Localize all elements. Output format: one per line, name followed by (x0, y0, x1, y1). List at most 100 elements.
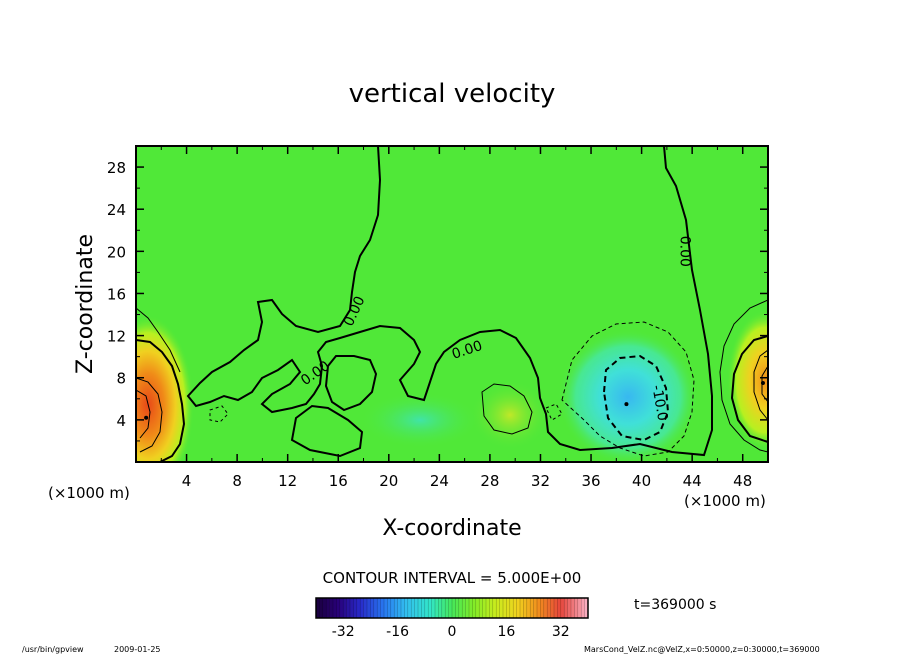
colorbar-ticks: -32 -16 0 16 32 (332, 624, 570, 640)
colorbar-segment (564, 598, 568, 618)
x-tick-label: 12 (278, 472, 297, 490)
colorbar-segment (537, 598, 541, 618)
colorbar-segment (513, 598, 517, 618)
x-tick-label: 40 (632, 472, 651, 490)
y-axis: 4 8 12 16 20 24 28 (107, 159, 768, 442)
colorbar-tick-label: -16 (386, 624, 409, 640)
negative-contour-small-b (545, 403, 563, 421)
colorbar-segment (506, 598, 511, 618)
negative-contour-minus-10 (602, 354, 670, 442)
colorbar-segment (581, 598, 585, 618)
colorbar-segment (346, 598, 351, 618)
colorbar-tick-label: 0 (448, 624, 457, 640)
colorbar-tick-label: 32 (552, 624, 570, 640)
colorbar-segment (547, 598, 551, 618)
x-unit-right: (×1000 m) (684, 492, 766, 510)
y-axis-label: Z-coordinate (73, 234, 98, 374)
colorbar-segment (441, 598, 446, 618)
colorbar-segment (435, 598, 439, 618)
x-tick-label: 20 (379, 472, 398, 490)
colorbar-segment (550, 598, 555, 618)
colorbar-segment (390, 598, 395, 618)
colorbar-segment (431, 598, 436, 618)
contour-label: 0.00 (677, 236, 693, 267)
x-axis-label: X-coordinate (382, 516, 521, 541)
colorbar-segment (455, 598, 460, 618)
positive-contour-right-1 (753, 349, 768, 421)
positive-contour-right-3 (719, 299, 768, 453)
colorbar-segment (414, 598, 419, 618)
chart-title: vertical velocity (349, 79, 556, 109)
colorbar-segment (356, 598, 361, 618)
extremum-marker (144, 415, 149, 420)
colorbar-segment (533, 598, 538, 618)
colorbar-segment (465, 598, 470, 618)
colorbar-segment (554, 598, 558, 618)
colorbar-segment (448, 598, 453, 618)
plot-area: 0.000.000.000.00-10.0 (136, 146, 768, 462)
field-blob-weak-min (360, 392, 480, 448)
colorbar-segment (499, 598, 504, 618)
program-path: /usr/bin/gpview (22, 645, 84, 654)
negative-contour-outer (561, 321, 695, 457)
colorbar-segment (336, 598, 341, 618)
colorbar-segment (428, 598, 432, 618)
colorbar-segment (394, 598, 398, 618)
x-unit-left: (×1000 m) (48, 484, 130, 502)
colorbar-segment (424, 598, 429, 618)
colorbar-segment (520, 598, 524, 618)
colorbar-segment (472, 598, 477, 618)
colorbar-segment (530, 598, 534, 618)
colorbar-segment (503, 598, 507, 618)
colorbar-segment (373, 598, 378, 618)
time-label: t=369000 s (634, 597, 716, 613)
colorbar-segment (384, 598, 388, 618)
colorbar-segment (329, 598, 334, 618)
colorbar-segment (418, 598, 422, 618)
colorbar-segment (326, 598, 330, 618)
x-tick-label: 36 (581, 472, 600, 490)
colorbar-segment (574, 598, 579, 618)
colorbar-segment (571, 598, 575, 618)
colorbar-segment (438, 598, 443, 618)
extremum-marker (624, 402, 629, 407)
positive-contours (136, 299, 768, 453)
colorbar-segment (319, 598, 324, 618)
colorbar-segment (492, 598, 497, 618)
zero-contour-loop-a (324, 355, 378, 412)
plot-frame (135, 145, 769, 463)
positive-contour-mid (481, 383, 533, 435)
y-tick-label: 28 (107, 159, 126, 177)
colorbar-segment (462, 598, 466, 618)
zero-contour-main (186, 146, 713, 457)
y-tick-label: 16 (107, 285, 126, 303)
x-tick-label: 28 (480, 472, 499, 490)
colorbar-segment (387, 598, 392, 618)
colorbar-segment (584, 598, 589, 618)
colorbar-segment (316, 598, 320, 618)
field-blob-right-max (727, 310, 768, 450)
x-tick-label: 48 (733, 472, 752, 490)
colorbar-segment (479, 598, 483, 618)
plot-date: 2009-01-25 (114, 645, 161, 654)
colorbar-segment (377, 598, 381, 618)
contour-label: -10.0 (648, 384, 670, 422)
x-axis: 4 8 12 16 20 24 28 32 36 40 44 48 (160, 146, 752, 490)
zero-contours (136, 146, 768, 462)
y-tick-label: 24 (107, 201, 126, 219)
colorbar-segment (458, 598, 463, 618)
colorbar-segment (407, 598, 412, 618)
contour-interval: CONTOUR INTERVAL = 5.000E+00 (323, 569, 582, 587)
colorbar-segment (557, 598, 562, 618)
colorbar-segment (343, 598, 347, 618)
x-tick-label: 16 (329, 472, 348, 490)
y-tick-label: 12 (107, 328, 126, 346)
colorbar-segment (567, 598, 572, 618)
colorbar-segment (411, 598, 415, 618)
colorbar-segment (353, 598, 358, 618)
negative-contours (209, 321, 695, 457)
colorbar-segment (486, 598, 490, 618)
y-tick-label: 20 (107, 243, 126, 261)
y-tick-label: 8 (116, 370, 126, 388)
source-info: MarsCond_VelZ.nc@VelZ,x=0:50000,z=0:3000… (584, 645, 820, 654)
